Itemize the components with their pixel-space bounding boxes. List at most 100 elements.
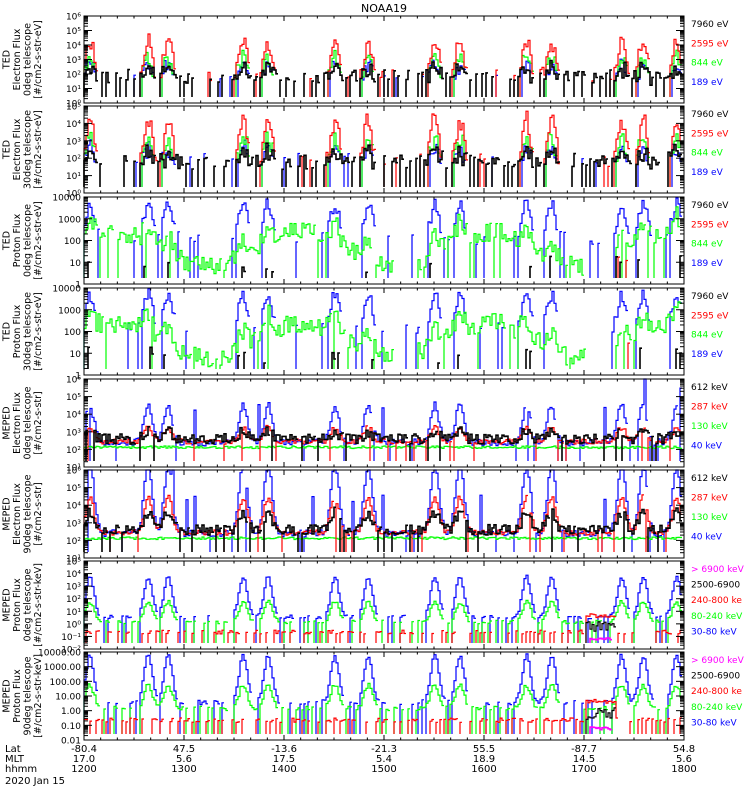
- y-axis-label: TED Proton Flux 30deg telescope [#/cm2-s-st…: [1, 292, 44, 371]
- y-axis-label-line: 0deg telescope: [22, 204, 33, 277]
- legend-entry: 189 eV: [691, 168, 724, 178]
- y-tick-label: 10⁴: [66, 502, 81, 512]
- y-tick-label: 10²: [66, 71, 81, 81]
- x-tick-value: 1700: [571, 764, 596, 775]
- y-tick-label: 10: [70, 350, 82, 360]
- panel-traces: [83, 469, 682, 552]
- legend-entry: 844 eV: [691, 240, 724, 250]
- legend-entry: 30-80 keV: [691, 627, 737, 637]
- y-axis-label-line: 0deg telescope: [22, 568, 33, 641]
- y-axis-label-line: 90deg telescope: [22, 474, 33, 553]
- chart-title: NOAA19: [361, 2, 407, 15]
- y-tick-label: 10¹: [66, 172, 81, 182]
- y-axis-label-line: TED: [1, 140, 12, 160]
- y-tick-label: 10000.00: [38, 649, 81, 659]
- series-7960-ev: [87, 346, 682, 369]
- legend-entry: 287 keV: [691, 403, 728, 413]
- legend-entry: 844 eV: [691, 149, 724, 159]
- legend-entry: 40 keV: [691, 442, 723, 452]
- y-axis-label-line: TED: [1, 231, 12, 251]
- y-tick-label: 1000.00: [44, 663, 81, 673]
- x-tick-value: 47.5: [173, 744, 195, 755]
- y-axis-label-line: [#/cm2-s-str]: [33, 391, 44, 454]
- y-axis-label-line: Electron Flux: [12, 483, 23, 545]
- y-axis-label-line: Electron Flux: [12, 392, 23, 454]
- y-tick-label: 10⁰: [66, 100, 81, 110]
- y-axis-label-line: [#/cm2-s-str-eV]: [33, 292, 44, 371]
- legend-entry: 2595 eV: [691, 129, 729, 139]
- y-tick-label: 10⁵: [66, 558, 81, 568]
- y-axis-label-line: Proton Flux: [12, 578, 23, 632]
- series-2500-6900: [585, 621, 616, 643]
- y-axis-label-line: MEPED: [1, 679, 12, 712]
- y-axis-label: TED Electron Flux 0deg telescope [#/cm2-s-s…: [1, 20, 44, 99]
- x-tick-value: 17.0: [73, 754, 95, 765]
- x-row-label-hhmm: hhmm: [5, 764, 37, 775]
- legend-entry: 2500-6900: [691, 672, 740, 682]
- legend-entry: 612 keV: [691, 474, 728, 484]
- x-tick-value: 14.5: [573, 754, 595, 765]
- y-tick-label: 10: [70, 259, 82, 269]
- y-tick-label: 100: [64, 237, 81, 247]
- y-tick-label: 0.01: [61, 737, 81, 747]
- y-tick-label: 1000: [58, 306, 81, 316]
- y-tick-label: 10⁶: [66, 467, 81, 477]
- x-tick-value: 1500: [371, 764, 396, 775]
- y-tick-label: 10²: [66, 155, 81, 165]
- series-189-ev: [83, 197, 682, 278]
- panel-traces: [83, 197, 682, 278]
- x-tick-value: -87.7: [571, 744, 597, 755]
- y-axis-label-line: Electron Flux: [12, 28, 23, 90]
- series-844-ev: [83, 301, 682, 369]
- y-axis-label-line: [#/cm2-s-str-keV]: [33, 563, 44, 647]
- legend-entry: 130 keV: [691, 513, 728, 523]
- x-row-label-lat: Lat: [5, 744, 21, 755]
- y-tick-label: 10⁻²: [61, 646, 81, 656]
- y-tick-label: 10⁻¹: [61, 633, 81, 643]
- y-axis-label-line: Electron Flux: [12, 118, 23, 180]
- series-844-ev: [83, 206, 680, 278]
- y-tick-label: 10⁶: [66, 376, 81, 386]
- legend-entry: 80-240 keV: [691, 612, 743, 622]
- y-tick-label: 10.00: [55, 693, 81, 703]
- y-tick-label: 10⁶: [66, 13, 81, 23]
- y-tick-label: 10⁵: [66, 484, 81, 494]
- series-240-800-ke: [83, 698, 682, 734]
- y-axis-label-line: TED: [1, 322, 12, 342]
- series-612-kev: [83, 506, 682, 552]
- y-tick-label: 10⁴: [66, 42, 81, 52]
- y-axis-label-line: [#/cm2-s-str-eV]: [33, 201, 44, 280]
- y-tick-label: 1.00: [61, 707, 81, 717]
- x-tick-value: 1600: [471, 764, 496, 775]
- y-tick-label: 10³: [66, 519, 81, 529]
- x-tick-value: -13.6: [271, 744, 297, 755]
- panel-7: 10⁻² 10⁻¹ 10⁰ 10¹ 10² 10³ 10⁴ 10⁵ MEPED Proton Fl…: [1, 558, 744, 656]
- y-axis-label-line: 90deg telescope: [22, 656, 33, 735]
- legend-entry: 7960 eV: [691, 201, 729, 211]
- series-130-kev: [83, 445, 682, 461]
- panel-traces: [83, 33, 682, 97]
- legend-entry: 40 keV: [691, 533, 723, 543]
- series-2595-ev: [627, 342, 630, 369]
- legend-entry: 2595 eV: [691, 39, 729, 49]
- series-30-80-kev: [83, 574, 682, 643]
- y-tick-label: 10⁴: [66, 411, 81, 421]
- legend-entry: 130 keV: [691, 422, 728, 432]
- legend-entry: > 6900 keV: [691, 656, 745, 666]
- y-axis-label-line: 30deg telescope: [22, 292, 33, 371]
- y-tick-label: 10³: [66, 56, 81, 66]
- y-tick-label: 10⁰: [66, 190, 81, 200]
- y-tick-label: 1: [75, 281, 81, 291]
- y-tick-label: 10⁴: [66, 570, 81, 580]
- panel-8: 0.010.101.0010.00100.001000.0010000.00ME…: [1, 649, 744, 747]
- panel-traces: [83, 110, 682, 187]
- series-612-kev: [85, 426, 682, 461]
- x-tick-value: 1200: [71, 764, 96, 775]
- panel-5: 10¹ 10² 10³ 10⁴ 10⁵ 10⁶ MEPED Electron Flux 0deg…: [1, 376, 728, 474]
- legend-entry: 2500-6900: [691, 581, 740, 591]
- y-axis-label: TED Electron Flux 30deg telescope [#/cm2-s-…: [1, 110, 44, 189]
- legend-entry: 844 eV: [691, 331, 724, 341]
- y-axis-label-line: 0deg telescope: [22, 386, 33, 459]
- legend-entry: 287 keV: [691, 494, 728, 504]
